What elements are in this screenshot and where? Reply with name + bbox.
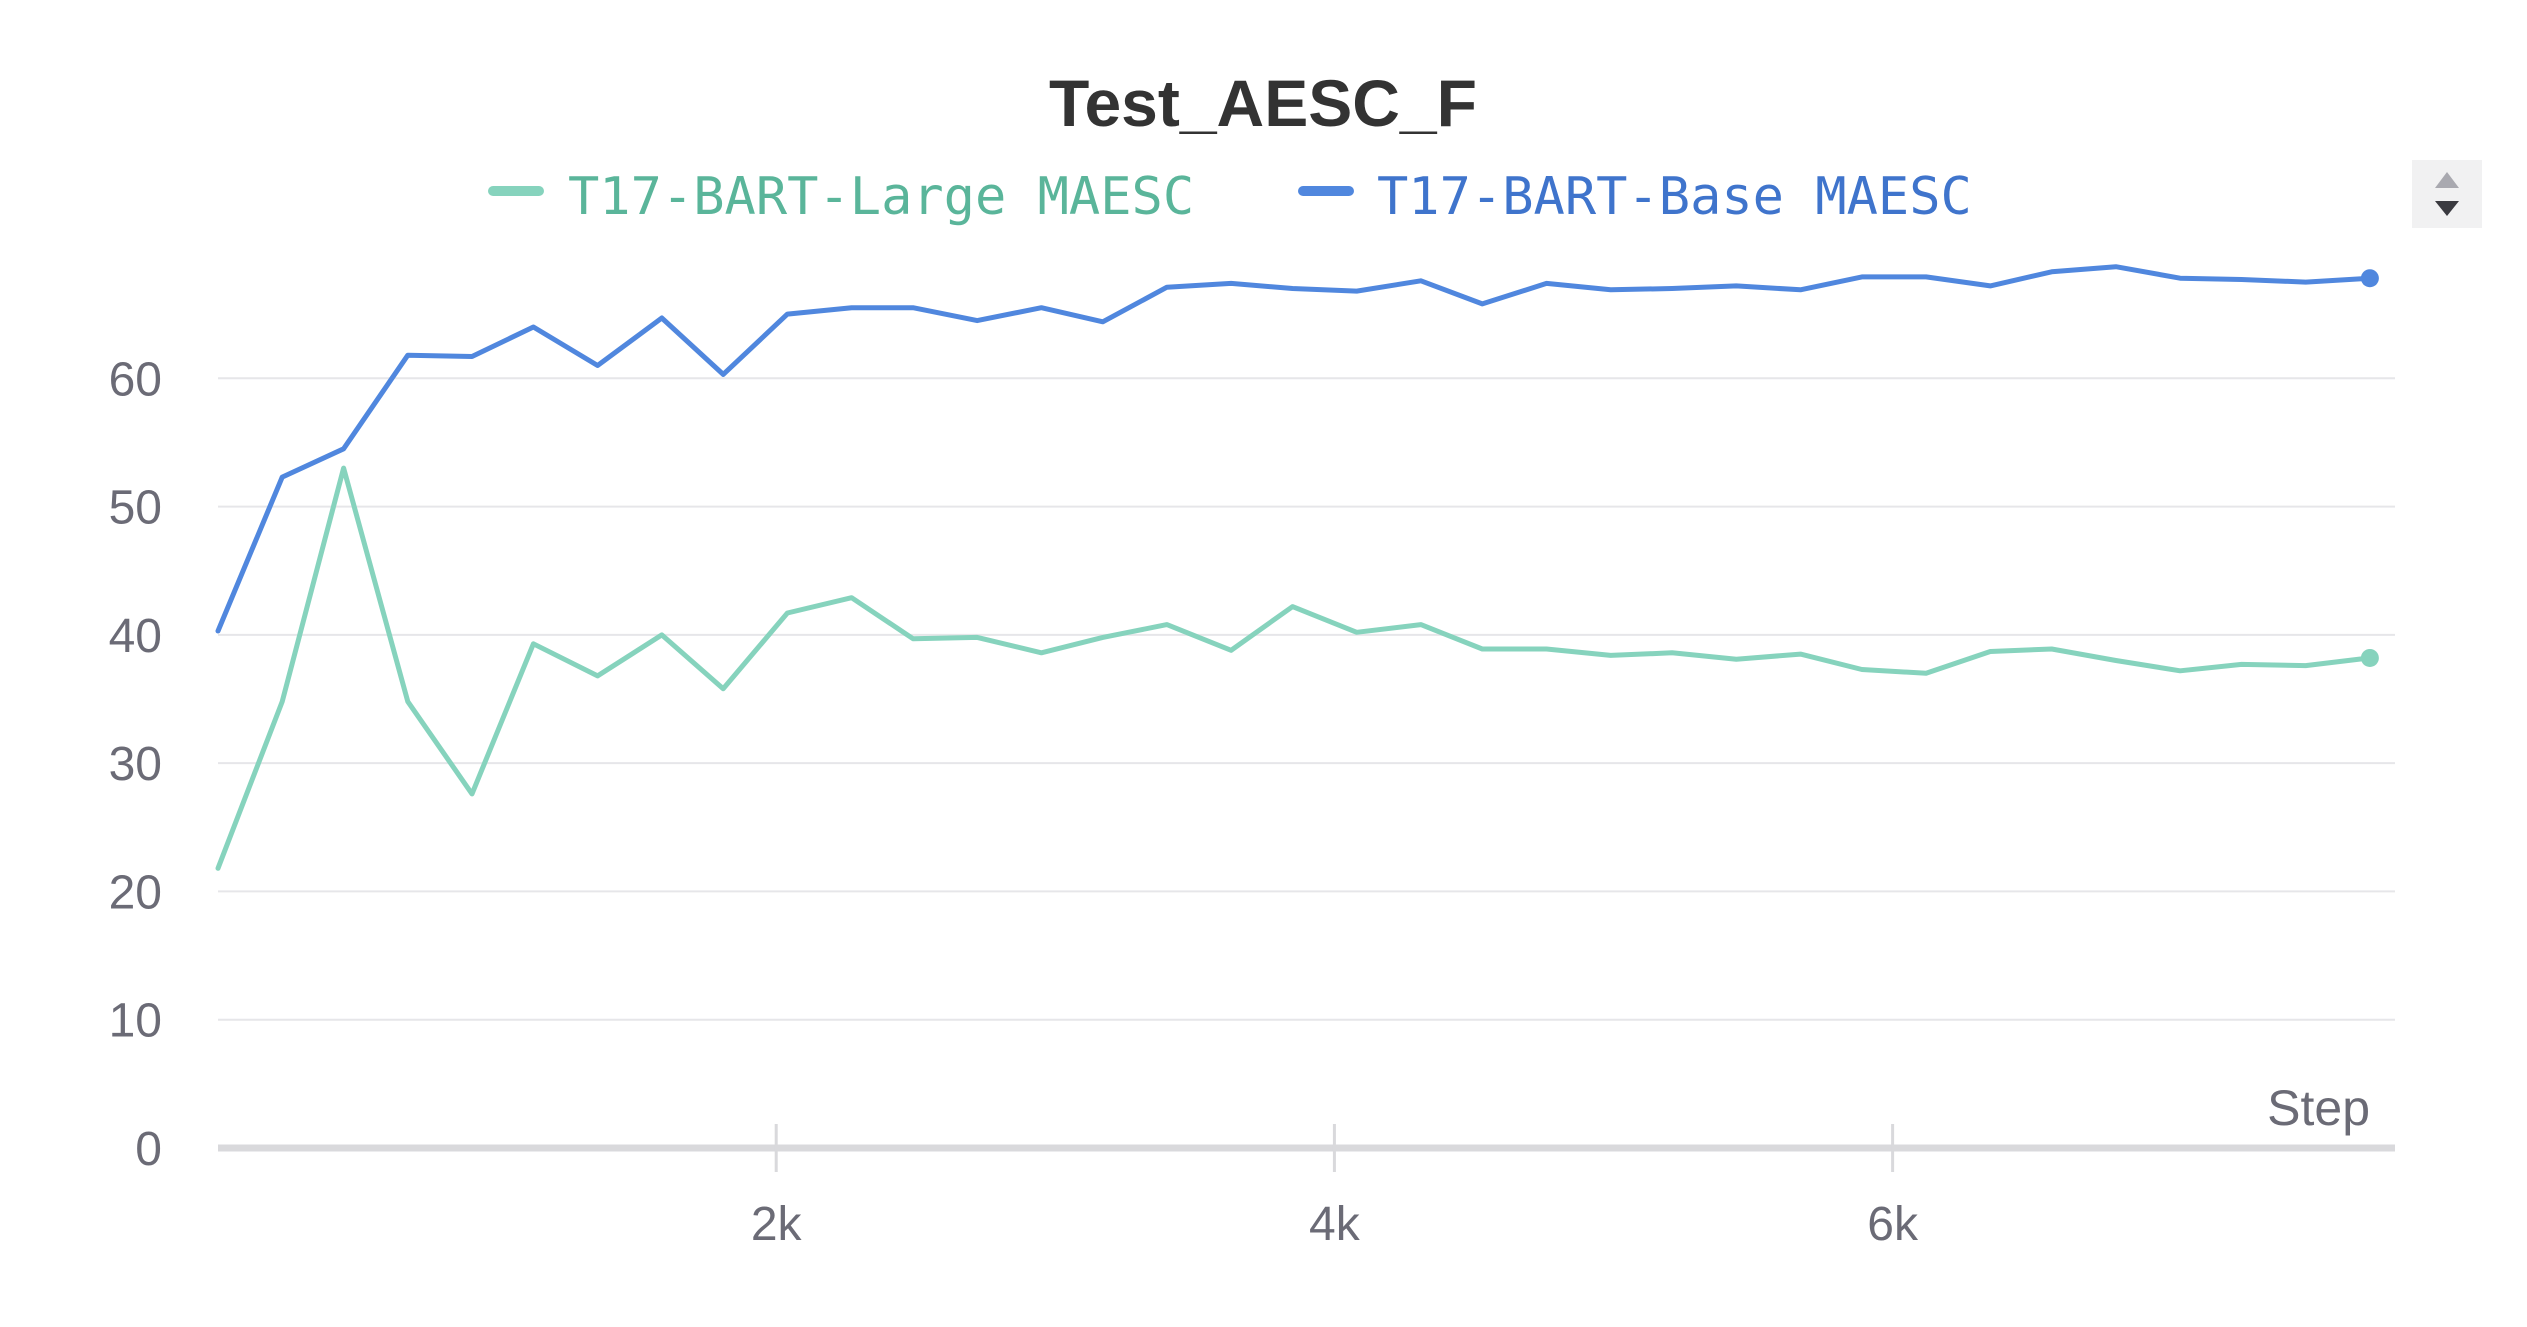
scroll-up-icon[interactable]	[2435, 172, 2459, 188]
y-tick-label: 60	[109, 353, 162, 406]
scroll-down-icon[interactable]	[2435, 201, 2459, 216]
y-tick-label: 40	[109, 610, 162, 663]
series-endpoint-1	[2360, 269, 2379, 288]
y-axis: 0 10 20 30 40 50 60	[109, 353, 162, 1176]
y-tick-label: 30	[109, 738, 162, 791]
y-tick-label: 10	[109, 995, 162, 1048]
y-tick-label: 20	[109, 866, 162, 919]
chart-title: Test_AESC_F	[1049, 66, 1477, 140]
legend-swatch-large	[488, 186, 544, 196]
legend-label-large: T17-BART-Large MAESC	[568, 167, 1194, 227]
grid	[218, 377, 2395, 1021]
y-tick-label: 0	[135, 1123, 162, 1176]
series-line-1	[215, 264, 2373, 634]
legend: T17-BART-Large MAESC T17-BART-Base MAESC	[488, 160, 2482, 228]
x-axis-title: Step	[2267, 1080, 2370, 1136]
legend-scroll-control[interactable]	[2412, 160, 2482, 228]
legend-label-base: T17-BART-Base MAESC	[1377, 167, 1972, 227]
legend-item-large[interactable]: T17-BART-Large MAESC	[488, 167, 1194, 227]
legend-item-base[interactable]: T17-BART-Base MAESC	[1298, 167, 1972, 227]
y-tick-label: 50	[109, 482, 162, 535]
series-line-0	[215, 465, 2373, 871]
x-tick-label: 4k	[1309, 1198, 1361, 1251]
series-endpoint-0	[2360, 648, 2379, 667]
x-tick-label: 2k	[751, 1198, 803, 1251]
x-tick-label: 6k	[1867, 1198, 1919, 1251]
legend-swatch-base	[1298, 186, 1354, 196]
series-lines	[215, 264, 2379, 871]
x-axis: 2k 4k 6k	[218, 1124, 2395, 1251]
legend-scroll-background	[2412, 160, 2482, 228]
